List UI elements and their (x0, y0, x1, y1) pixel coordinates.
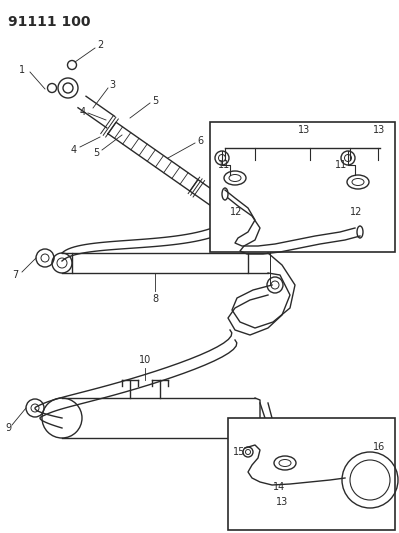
Text: 13: 13 (298, 125, 310, 135)
Text: 11: 11 (218, 160, 230, 170)
Bar (72, 253, 248, 273)
Text: 13: 13 (373, 125, 385, 135)
Text: 3: 3 (109, 80, 115, 90)
Text: 4: 4 (80, 107, 86, 117)
Text: 13: 13 (276, 497, 288, 507)
Text: 16: 16 (373, 442, 385, 452)
Text: 4: 4 (71, 145, 77, 155)
Text: 2: 2 (97, 40, 103, 50)
Bar (210, 122, 395, 252)
Text: 7: 7 (12, 270, 18, 280)
Text: 6: 6 (197, 136, 203, 146)
Text: 5: 5 (152, 96, 158, 106)
Text: 10: 10 (139, 355, 151, 365)
Text: 14: 14 (273, 482, 285, 492)
Text: 12: 12 (350, 207, 362, 217)
Text: 8: 8 (152, 294, 158, 304)
Text: 1: 1 (19, 65, 25, 75)
Text: 12: 12 (230, 207, 242, 217)
Text: 91111 100: 91111 100 (8, 15, 91, 29)
Text: 11: 11 (335, 160, 347, 170)
Bar (228, 418, 395, 530)
Text: 5: 5 (93, 148, 99, 158)
Text: 9: 9 (5, 423, 11, 433)
Text: 15: 15 (233, 447, 245, 457)
